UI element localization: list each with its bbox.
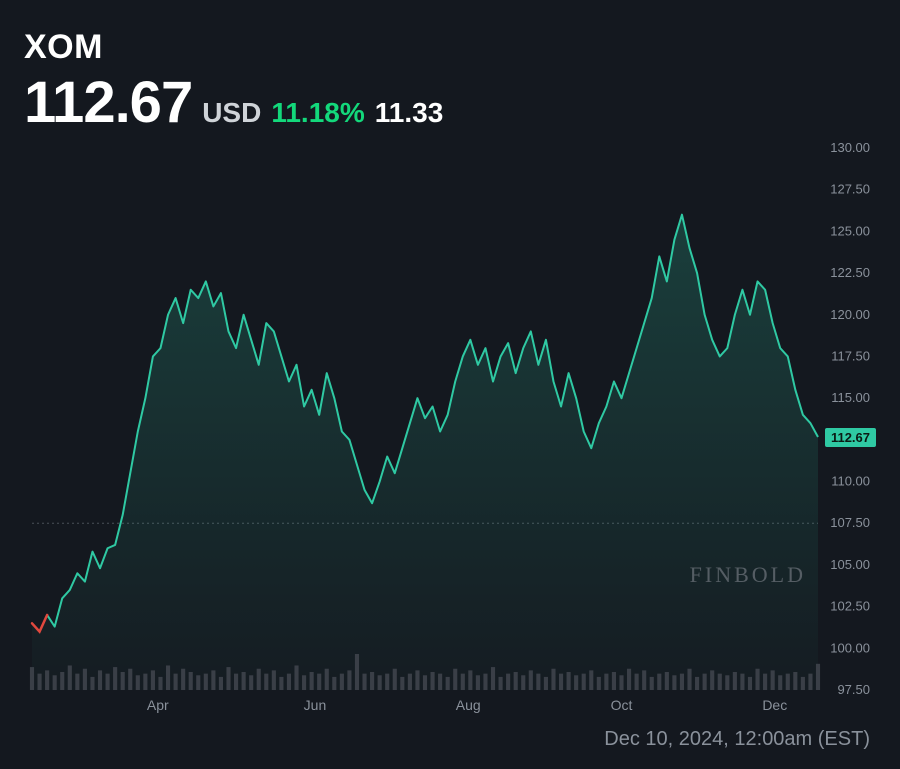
svg-text:122.50: 122.50 — [830, 265, 870, 280]
svg-text:130.00: 130.00 — [830, 142, 870, 155]
change-absolute: 11.33 — [375, 97, 444, 129]
svg-text:Oct: Oct — [611, 697, 633, 713]
timestamp: Dec 10, 2024, 12:00am (EST) — [24, 728, 876, 751]
chart-card: XOM 112.67 USD 11.18% 11.33 130.00 127.50… — [0, 0, 900, 769]
svg-text:115.00: 115.00 — [831, 390, 870, 405]
svg-text:Dec: Dec — [762, 697, 787, 713]
current-price-tag: 112.67 — [825, 428, 876, 447]
svg-text:97.50: 97.50 — [837, 682, 870, 697]
price-row: 112.67 USD 11.18% 11.33 — [24, 69, 876, 136]
svg-text:120.00: 120.00 — [830, 307, 870, 322]
currency-label: USD — [202, 97, 261, 129]
ticker-symbol: XOM — [24, 28, 876, 67]
header: XOM 112.67 USD 11.18% 11.33 — [24, 28, 876, 136]
chart-area: 130.00 127.50 125.00 122.50 120.00 117.50 115.… — [24, 142, 876, 718]
svg-text:107.50: 107.50 — [830, 515, 870, 530]
svg-text:125.00: 125.00 — [830, 223, 870, 238]
price-chart: 130.00 127.50 125.00 122.50 120.00 117.50 115.… — [24, 142, 876, 718]
svg-text:117.50: 117.50 — [831, 348, 870, 363]
svg-text:127.50: 127.50 — [830, 182, 870, 197]
svg-text:Aug: Aug — [456, 697, 481, 713]
svg-text:105.00: 105.00 — [830, 557, 870, 572]
current-price: 112.67 — [24, 69, 192, 136]
change-percent: 11.18% — [271, 97, 364, 129]
svg-text:100.00: 100.00 — [830, 640, 870, 655]
svg-text:110.00: 110.00 — [831, 474, 870, 489]
svg-text:102.50: 102.50 — [830, 599, 870, 614]
svg-text:Apr: Apr — [147, 697, 169, 713]
svg-text:Jun: Jun — [304, 697, 327, 713]
